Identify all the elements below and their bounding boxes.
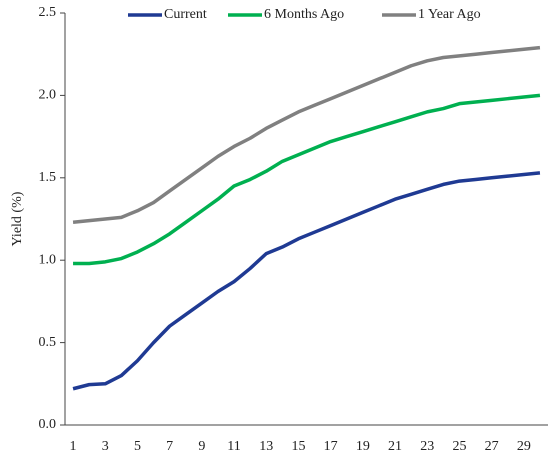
x-tick-label: 7 xyxy=(166,439,173,454)
x-tick-label: 23 xyxy=(420,439,434,454)
y-tick-label: 0.0 xyxy=(39,417,57,432)
y-tick-label: 2.0 xyxy=(39,88,57,103)
y-tick-label: 0.5 xyxy=(39,335,57,350)
legend-label: 1 Year Ago xyxy=(418,7,481,22)
x-tick-label: 15 xyxy=(291,439,305,454)
y-axis-label: Yield (%) xyxy=(10,191,25,246)
x-tick-label: 11 xyxy=(227,439,240,454)
x-tick-label: 3 xyxy=(102,439,109,454)
x-tick-label: 5 xyxy=(134,439,141,454)
x-tick-label: 27 xyxy=(485,439,499,454)
y-tick-label: 1.0 xyxy=(39,252,57,267)
series-line xyxy=(73,93,541,266)
x-tick-label: 21 xyxy=(388,439,402,454)
x-tick-label: 13 xyxy=(259,439,273,454)
y-tick-label: 2.5 xyxy=(39,5,57,20)
legend-label: 6 Months Ago xyxy=(264,7,344,22)
x-tick-label: 9 xyxy=(198,439,205,454)
x-tick-label: 29 xyxy=(517,439,531,454)
x-tick-label: 17 xyxy=(324,439,338,454)
legend-label: Current xyxy=(164,7,207,22)
y-tick-label: 1.5 xyxy=(39,170,57,185)
series-line xyxy=(72,171,541,391)
x-tick-label: 1 xyxy=(70,439,77,454)
x-tick-label: 25 xyxy=(452,439,466,454)
x-tick-label: 19 xyxy=(356,439,370,454)
series-line xyxy=(72,45,541,225)
